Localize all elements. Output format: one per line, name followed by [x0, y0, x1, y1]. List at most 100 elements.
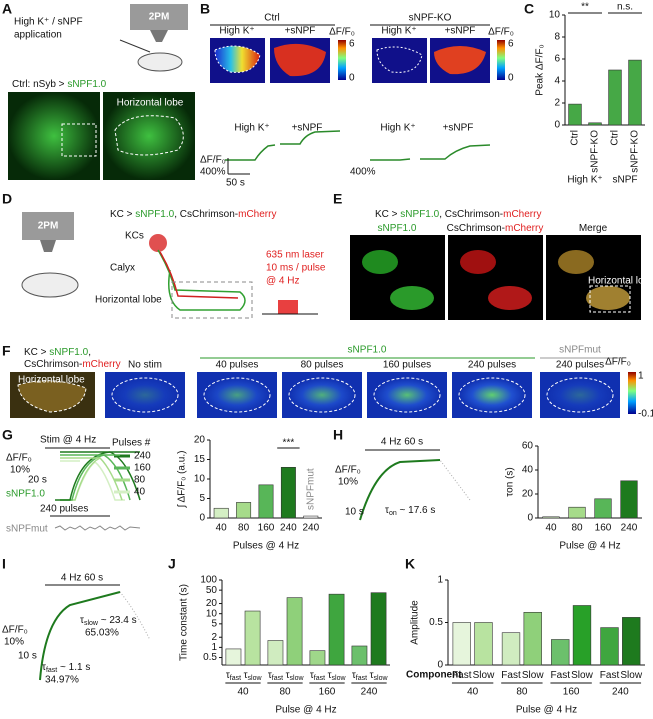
label: Ctrl: nSyb > sNPF1.0 [12, 79, 107, 90]
text-part: Fast [600, 670, 620, 681]
text-part: slow [84, 620, 99, 627]
text-part: , CsChrimson- [174, 209, 238, 220]
x-tick-label: 40 [467, 687, 479, 698]
label: High K⁺ [380, 123, 415, 134]
label: High K⁺ [234, 123, 269, 134]
legend-label: 40 [134, 487, 146, 498]
legend-label: 80 [134, 475, 146, 486]
panel-label: B [200, 1, 210, 17]
heat [203, 377, 271, 413]
text-part: ~ 1.1 s [57, 662, 90, 673]
label: CsChrimson-mCherry [24, 359, 121, 370]
microscope [22, 212, 74, 240]
label: application [14, 30, 62, 41]
y-tick-label: 0 [554, 120, 560, 131]
label: 20 s [28, 475, 47, 486]
text-part: τ [286, 670, 290, 681]
signal [390, 286, 434, 310]
x-tick-label: 240 [302, 523, 319, 534]
x-tick-label: 80 [516, 687, 528, 698]
text-part: , CsChrimson- [439, 209, 503, 220]
text-part: τ [385, 505, 389, 516]
x-tick-label: 40 [237, 687, 249, 698]
roi [589, 285, 631, 313]
image [372, 38, 427, 83]
x-tick-label: 240 [621, 523, 638, 534]
label: 6 [349, 39, 355, 50]
y-axis-label: τon (s) [505, 467, 516, 497]
label: 6 [508, 39, 514, 50]
x-tick-label: Ctrl [570, 130, 581, 146]
bar-label: τfast [268, 670, 283, 683]
label: 4 Hz 60 s [61, 573, 103, 584]
y-tick-label: 5 [211, 618, 217, 629]
text-part: mCherry [503, 209, 541, 220]
label: 10 s [18, 651, 37, 662]
label: 80 pulses [301, 360, 344, 371]
label: ΔF/F₀ [605, 357, 631, 368]
y-tick-label: 10 [206, 608, 218, 619]
text-part: , [88, 347, 91, 358]
bar [588, 122, 602, 126]
colorbar [628, 372, 636, 414]
bar [501, 632, 521, 666]
label: τon ~ 17.6 s [385, 505, 435, 518]
x-tick-label: 160 [319, 687, 336, 698]
x-tick-label: sNPF-KO [590, 130, 601, 173]
bar-label: τslow [244, 670, 263, 683]
text-part: fast [46, 667, 57, 674]
bar [286, 597, 303, 666]
y-tick-label: 0 [527, 513, 533, 524]
x-axis-label: Pulse @ 4 Hz [559, 541, 620, 552]
label: sNPF1.0 [378, 223, 417, 234]
label: sNPFmut [6, 524, 48, 535]
image [103, 92, 195, 180]
heat [546, 377, 614, 413]
bar [303, 515, 319, 519]
label: 65.03% [85, 628, 119, 639]
y-tick-label: 6 [554, 54, 560, 65]
bar-label: Fast [452, 670, 472, 681]
y-tick-label: 0 [437, 660, 443, 671]
fly [21, 272, 79, 298]
label: Calyx [110, 263, 135, 274]
signal [488, 286, 532, 310]
microscope [130, 4, 188, 30]
text-part: slow [332, 675, 347, 682]
fly [137, 52, 183, 72]
text-part: slow [248, 675, 263, 682]
trace [370, 144, 491, 161]
panel-label: C [524, 1, 534, 17]
label: High K⁺ [381, 26, 416, 37]
x-tick-label: 80 [279, 687, 291, 698]
text-part: KC > [110, 209, 135, 220]
panel-label: F [2, 343, 11, 359]
bar-label: Slow [620, 670, 642, 681]
label: 0 [508, 73, 514, 84]
text-part: slow [374, 675, 389, 682]
bar [551, 639, 570, 666]
text-part: fast [230, 675, 241, 682]
panel-label: D [2, 191, 12, 207]
pulse [278, 300, 298, 314]
label: 10% [4, 637, 24, 648]
text-part: Ctrl: nSyb > [12, 79, 67, 90]
label: ΔF/F₀ [488, 27, 514, 38]
label: CsChrimson-mCherry [447, 223, 544, 234]
x-tick-label: 40 [545, 523, 557, 534]
bar [280, 466, 296, 519]
label: sNPF1.0 [348, 345, 387, 356]
text-part: on [389, 510, 397, 517]
label: 10% [338, 477, 358, 488]
label: 1 [638, 371, 644, 382]
kcs [149, 234, 167, 252]
y-tick-label: 20 [522, 489, 534, 500]
text-part: τ [42, 662, 46, 673]
label: KC > sNPF1.0, [24, 347, 91, 358]
bar [474, 622, 493, 666]
y-axis-label: Time constant (s) [179, 584, 190, 661]
y-tick-label: 5 [199, 493, 205, 504]
label: 240 pulses [468, 360, 516, 371]
annotation: ** [581, 2, 589, 13]
text-part: KC > [375, 209, 400, 220]
